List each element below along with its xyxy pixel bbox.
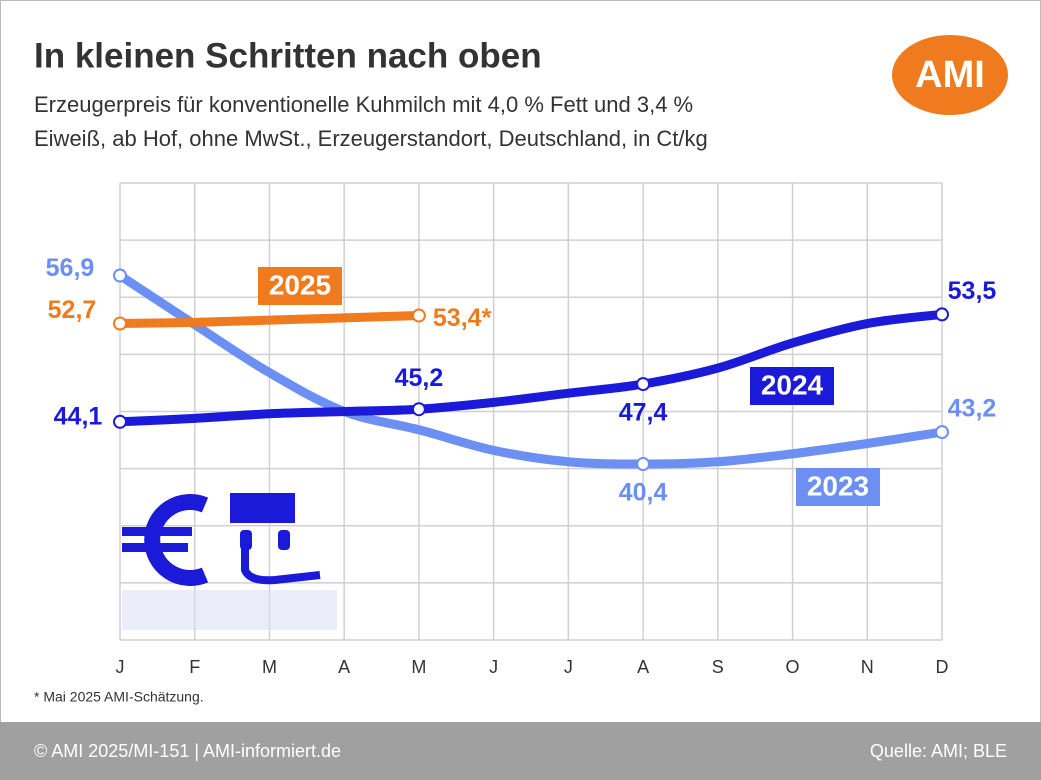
value-label: 47,4 [619, 399, 668, 427]
value-label: 40,4 [619, 479, 668, 507]
series-label-box [258, 267, 342, 305]
footnote: * Mai 2025 AMI-Schätzung. [34, 689, 204, 705]
x-tick-label: D [936, 657, 949, 677]
legend-label: 2025 [269, 269, 331, 300]
value-label: 53,4* [433, 304, 492, 332]
x-tick-label: S [712, 657, 724, 677]
point [113, 316, 127, 331]
subtitle: Erzeugerpreis für konventionelle Kuhmilc… [34, 92, 693, 117]
milk-icon [278, 530, 290, 550]
x-tick-label: J [116, 657, 125, 677]
x-tick-label: N [861, 657, 874, 677]
series-line [115, 271, 947, 469]
value-label: 43,2 [948, 395, 997, 423]
point [113, 414, 127, 429]
point [113, 268, 127, 283]
series-label-box [796, 468, 880, 506]
milk-icon [230, 493, 295, 523]
x-tick-label: J [564, 657, 573, 677]
legend-label: 2024 [761, 369, 824, 400]
value-label: 52,7 [48, 296, 97, 324]
logo-text: AMI [915, 54, 985, 96]
x-tick-label: J [489, 657, 498, 677]
footer-right: Quelle: AMI; BLE [870, 741, 1007, 761]
x-tick-label: A [637, 657, 649, 677]
x-tick-label: A [338, 657, 350, 677]
logo [892, 35, 1008, 115]
point [636, 457, 651, 472]
euro-bar [122, 543, 188, 552]
euro-icon [144, 494, 209, 586]
subtitle: Eiweiß, ab Hof, ohne MwSt., Erzeugerstan… [34, 126, 708, 151]
value-label: 56,9 [46, 254, 95, 282]
icon [122, 493, 337, 630]
euro-bar [122, 527, 192, 536]
point [636, 377, 651, 392]
milk-icon [240, 530, 252, 550]
milk-icon [241, 540, 321, 585]
x-tick-label: M [411, 657, 426, 677]
footer [0, 722, 1041, 780]
series-label-box [750, 367, 834, 405]
x-tick-label: O [786, 657, 800, 677]
footer-left: © AMI 2025/MI-151 | AMI-informiert.de [34, 741, 341, 761]
reflection [122, 590, 337, 630]
value-label: 44,1 [54, 402, 103, 430]
value-label: 45,2 [395, 364, 444, 392]
point [935, 425, 949, 440]
x-tick-label: F [189, 657, 200, 677]
series-line [115, 311, 424, 329]
legend-label: 2023 [807, 470, 869, 501]
x-tick-label: M [262, 657, 277, 677]
value-label: 53,5 [948, 277, 997, 305]
point [935, 307, 949, 322]
chart-title: In kleinen Schritten nach oben [34, 36, 542, 75]
point [411, 402, 426, 417]
series-line [115, 309, 947, 427]
point [411, 308, 426, 323]
